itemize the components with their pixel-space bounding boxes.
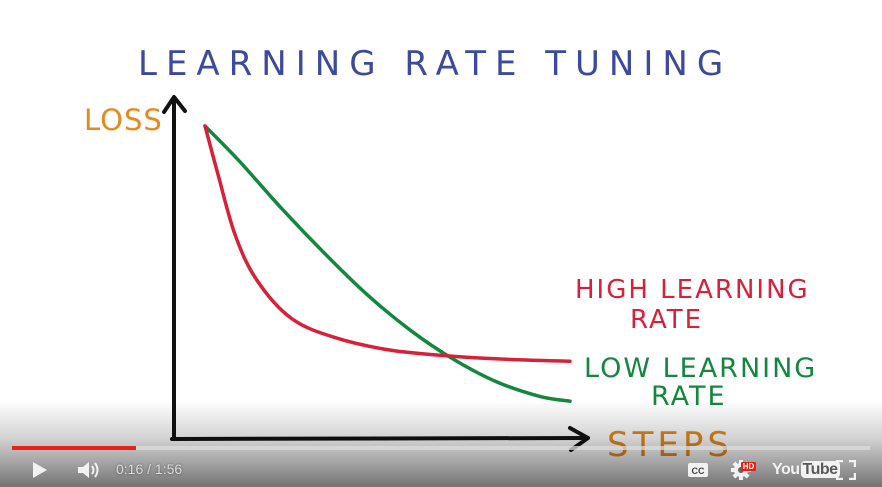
slide-title: LEARNING RATE TUNING	[138, 44, 732, 84]
high-lr-curve	[203, 124, 572, 363]
y-axis-arrowhead	[162, 95, 187, 114]
volume-icon	[78, 461, 99, 478]
duration: 1:56	[154, 461, 183, 477]
high-lr-label-line2: RATE	[630, 305, 703, 335]
low-lr-label-line1: LOW LEARNING	[584, 353, 817, 384]
svg-text:CC: CC	[692, 466, 705, 476]
youtube-logo[interactable]: You Tube	[772, 452, 840, 487]
x-axis-line	[170, 436, 588, 441]
play-button[interactable]	[26, 452, 54, 487]
low-lr-label-line2: RATE	[651, 381, 727, 412]
high-lr-label-line1: HIGH LEARNING	[575, 275, 810, 305]
low-lr-curve	[203, 124, 572, 403]
volume-button[interactable]	[72, 452, 106, 487]
time-display: 0:16 / 1:56	[116, 452, 182, 487]
series-layer	[203, 124, 572, 403]
play-icon	[33, 461, 47, 478]
logo-tube: Tube	[800, 461, 840, 478]
control-bar: 0:16 / 1:56 CC	[0, 452, 882, 487]
current-time: 0:16	[116, 461, 144, 477]
time-separator: /	[143, 461, 155, 477]
captions-icon: CC	[688, 462, 708, 477]
progress-bar[interactable]	[12, 446, 870, 450]
hd-badge: HD	[741, 462, 756, 471]
y-axis-label: LOSS	[84, 103, 163, 137]
logo-you: You	[772, 461, 800, 478]
captions-button[interactable]: CC	[684, 452, 712, 487]
progress-played	[12, 446, 137, 450]
